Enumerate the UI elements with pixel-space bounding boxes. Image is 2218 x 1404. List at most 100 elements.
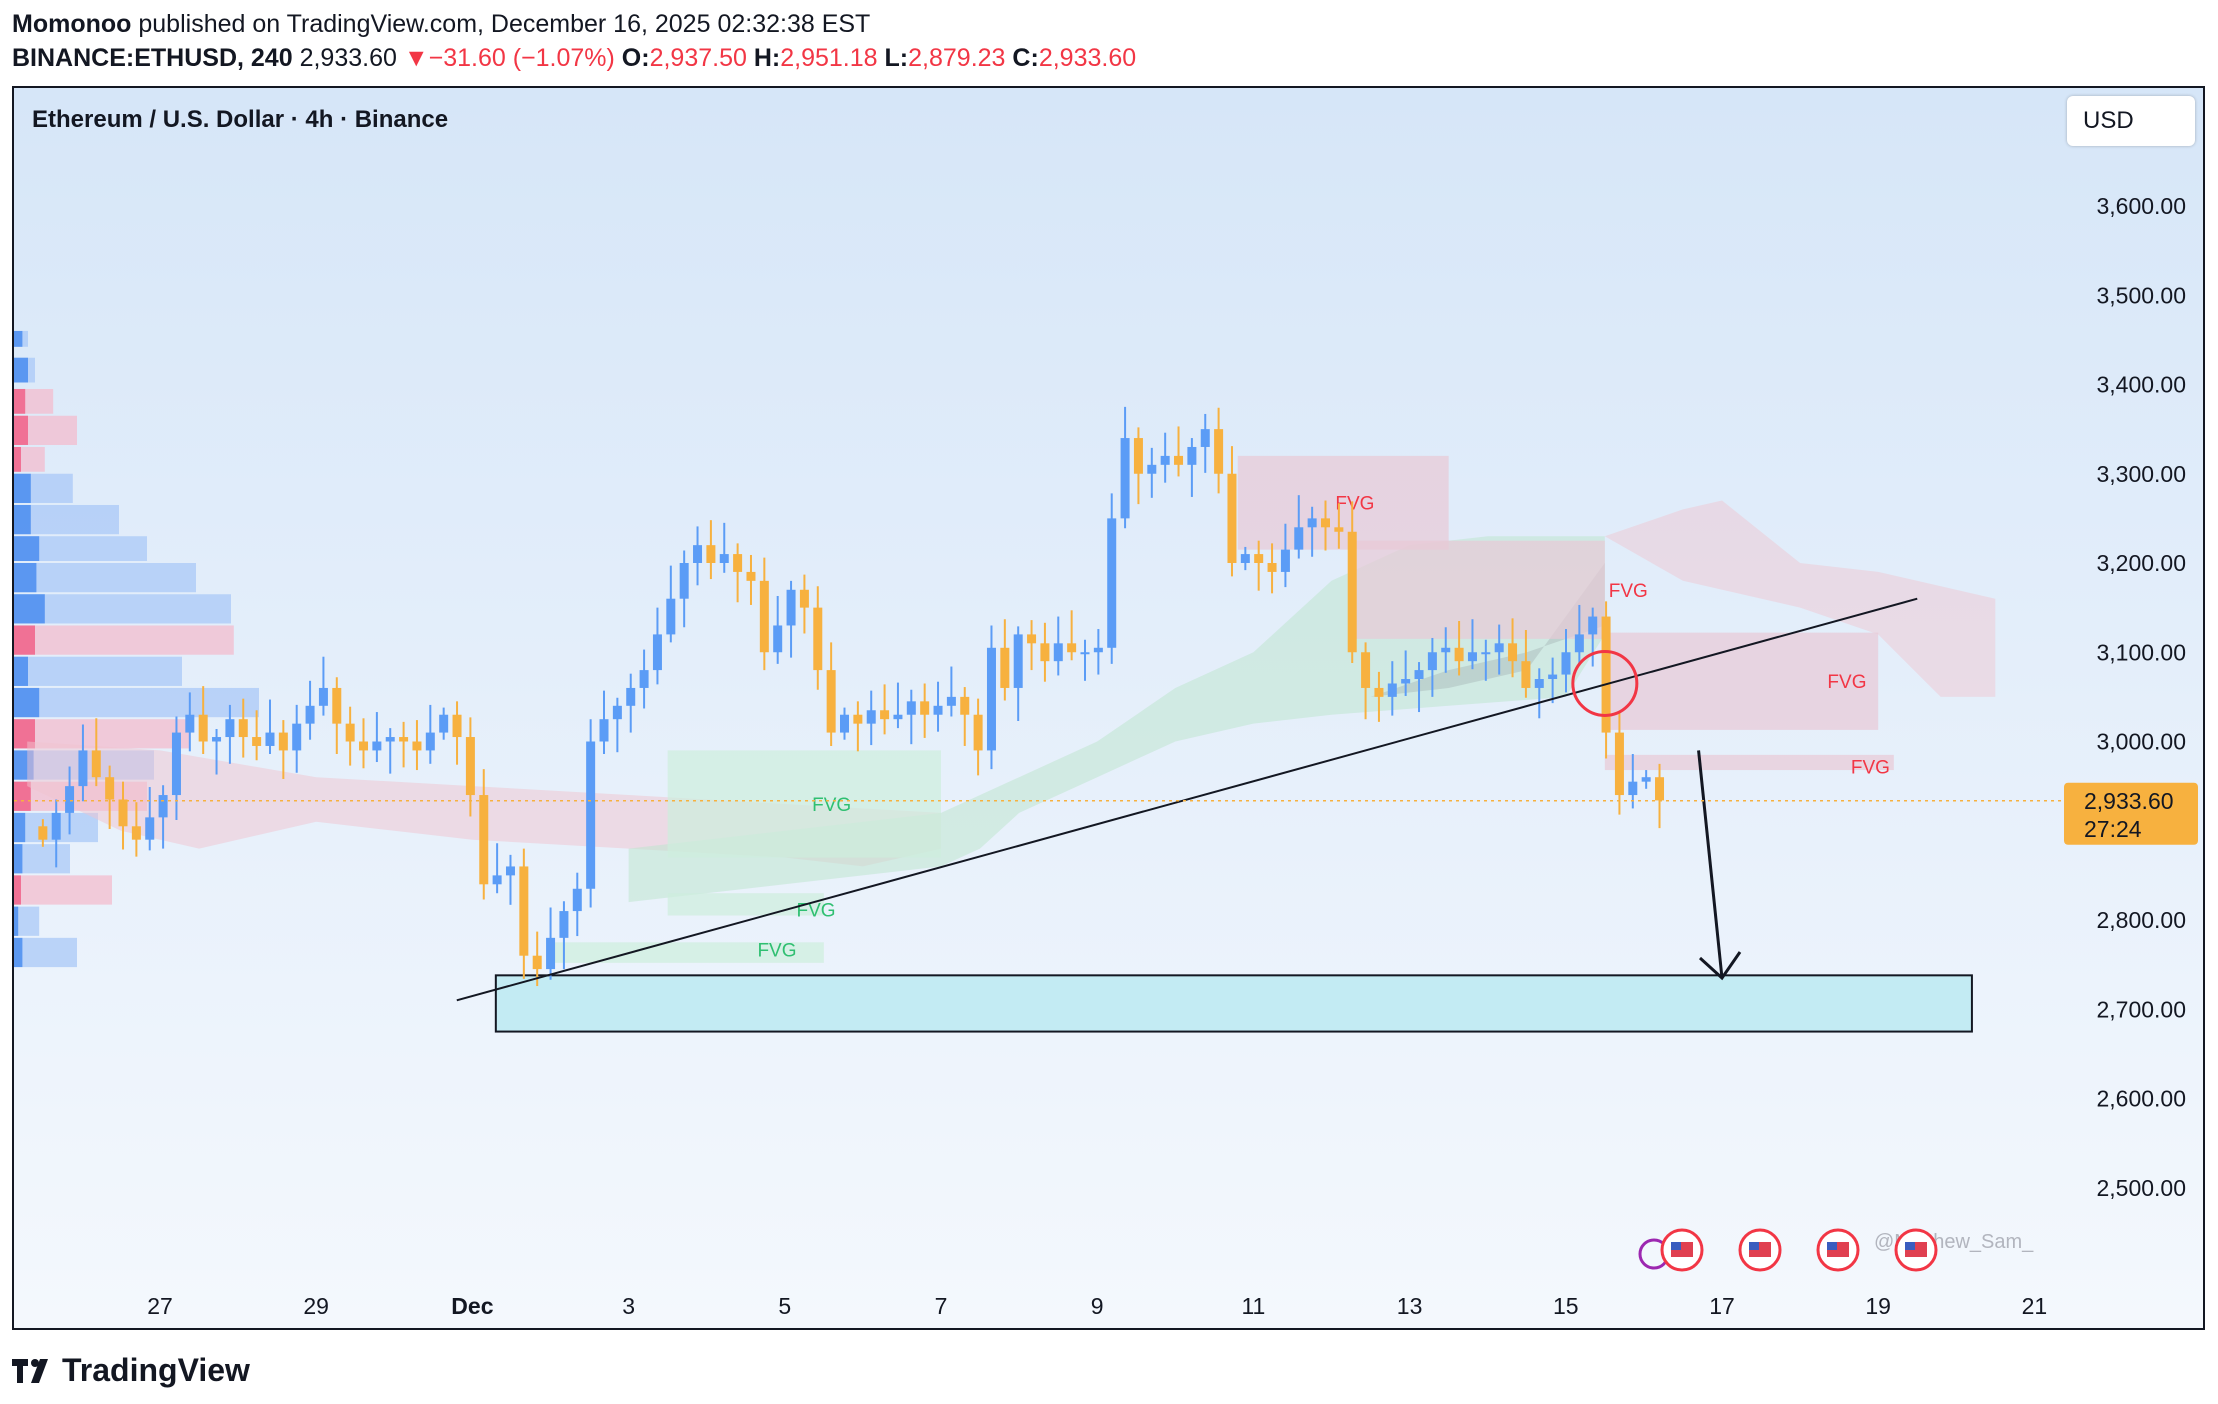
- candle-body: [973, 714, 983, 751]
- candle-body: [759, 580, 769, 653]
- candle-body: [813, 607, 823, 671]
- currency-button[interactable]: USD: [2067, 96, 2195, 146]
- tradingview-logo-icon: [12, 1358, 48, 1383]
- price-tag-countdown: 27:24: [2084, 816, 2142, 842]
- publish-line: Momonoo published on TradingView.com, De…: [12, 10, 870, 39]
- candle-body: [1227, 473, 1237, 563]
- profile-bar-core: [14, 594, 45, 624]
- candle-body: [1067, 643, 1077, 653]
- candle-body: [171, 732, 181, 796]
- time-tick-label: Dec: [451, 1293, 493, 1319]
- price-tick-label: 3,000.00: [2096, 729, 2186, 755]
- fvg-label: FVG: [1609, 581, 1648, 602]
- candle-body: [599, 719, 609, 742]
- candle-body: [893, 714, 903, 720]
- profile-bar: [14, 875, 112, 905]
- time-tick-label: 19: [1865, 1293, 1891, 1319]
- candle-body: [91, 750, 101, 778]
- open-label: O:: [621, 44, 650, 72]
- price-tag-box: [2064, 782, 2198, 845]
- candle-body: [1000, 647, 1010, 688]
- candle-body: [546, 937, 556, 970]
- candle-body: [1481, 652, 1491, 655]
- profile-bar: [14, 937, 77, 968]
- candle-body: [225, 719, 235, 738]
- high-value: 2,951.18: [780, 44, 878, 72]
- chart-title: Ethereum / U.S. Dollar · 4h · Binance: [32, 106, 449, 133]
- candle-body: [1320, 518, 1330, 528]
- time-tick-label: 7: [935, 1293, 948, 1319]
- candle-body: [145, 817, 155, 840]
- candle-body: [372, 741, 382, 751]
- author-name[interactable]: Momonoo: [12, 10, 132, 38]
- profile-bar: [14, 504, 119, 535]
- price-tick-label: 3,300.00: [2096, 461, 2186, 487]
- candle-body: [238, 719, 248, 738]
- flag-canton-icon: [1827, 1242, 1837, 1250]
- price-tick-label: 2,800.00: [2096, 907, 2186, 933]
- fvg-box: [667, 750, 941, 858]
- candle-body: [1441, 647, 1451, 653]
- candle-body: [131, 826, 141, 840]
- candle-body: [1214, 429, 1224, 474]
- profile-bar-core: [14, 875, 21, 905]
- candle-body: [1374, 687, 1384, 697]
- volume-profile: [14, 330, 259, 968]
- candle-body: [1347, 531, 1357, 653]
- profile-bar-core: [14, 812, 26, 843]
- chart-frame[interactable]: FVG FVG FVG FVG FVG FVG FVG 3,600.00 3,500.00 3,…: [12, 86, 2205, 1330]
- time-tick-label: 5: [778, 1293, 791, 1319]
- fvg-label: FVG: [1851, 757, 1890, 778]
- tradingview-footer[interactable]: TradingView: [12, 1352, 250, 1389]
- time-axis[interactable]: 27 29 Dec 3 5 7 9 11 13 15 17 19 21: [147, 1293, 2047, 1319]
- candle-body: [332, 687, 342, 724]
- candle-body: [105, 777, 115, 800]
- candle-body: [118, 799, 128, 827]
- price-tick-label: 3,100.00: [2096, 639, 2186, 665]
- price-tick-label: 3,500.00: [2096, 282, 2186, 308]
- candle-body: [1013, 634, 1023, 688]
- price-tick-label: 3,200.00: [2096, 550, 2186, 576]
- fvg-label: FVG: [797, 900, 836, 921]
- candle-body: [399, 737, 409, 742]
- profile-bar-core: [14, 330, 23, 347]
- candle-body: [479, 795, 489, 885]
- candle-body: [1548, 674, 1558, 680]
- candle-body: [693, 545, 703, 563]
- flag-canton-icon: [1905, 1242, 1915, 1250]
- profile-bar: [14, 844, 70, 874]
- candle-body: [1187, 446, 1197, 465]
- candle-body: [439, 714, 449, 733]
- candle-body: [946, 696, 956, 706]
- candle-body: [1534, 679, 1544, 688]
- candle-body: [359, 741, 369, 751]
- candle-body: [278, 732, 288, 751]
- footer-brand: TradingView: [62, 1352, 250, 1388]
- target-arrow-head: [1698, 951, 1742, 981]
- candle-body: [425, 732, 435, 751]
- candle-body: [906, 701, 916, 715]
- time-tick-label: 29: [303, 1293, 329, 1319]
- candle-body: [1614, 732, 1624, 796]
- price-axis[interactable]: 3,600.00 3,500.00 3,400.00 3,300.00 3,200.00…: [2096, 193, 2186, 1201]
- price-tick-label: 3,400.00: [2096, 372, 2186, 398]
- candle-body: [1027, 634, 1037, 644]
- close-label: C:: [1012, 44, 1039, 72]
- profile-bar-core: [14, 844, 23, 874]
- candle-body: [1521, 661, 1531, 688]
- profile-bar-core: [14, 388, 26, 414]
- candle-body: [733, 554, 743, 572]
- close-value: 2,933.60: [1038, 44, 1137, 72]
- candle-body: [1508, 643, 1518, 662]
- candle-body: [706, 545, 716, 563]
- fvg-box: [550, 942, 824, 963]
- profile-bar-core: [14, 357, 28, 383]
- candle-body: [586, 741, 596, 889]
- profile-bar-core: [14, 415, 28, 445]
- candle-body: [626, 687, 636, 706]
- candle-body: [65, 786, 75, 813]
- candle-body: [1080, 652, 1090, 655]
- candle-body: [1574, 634, 1584, 653]
